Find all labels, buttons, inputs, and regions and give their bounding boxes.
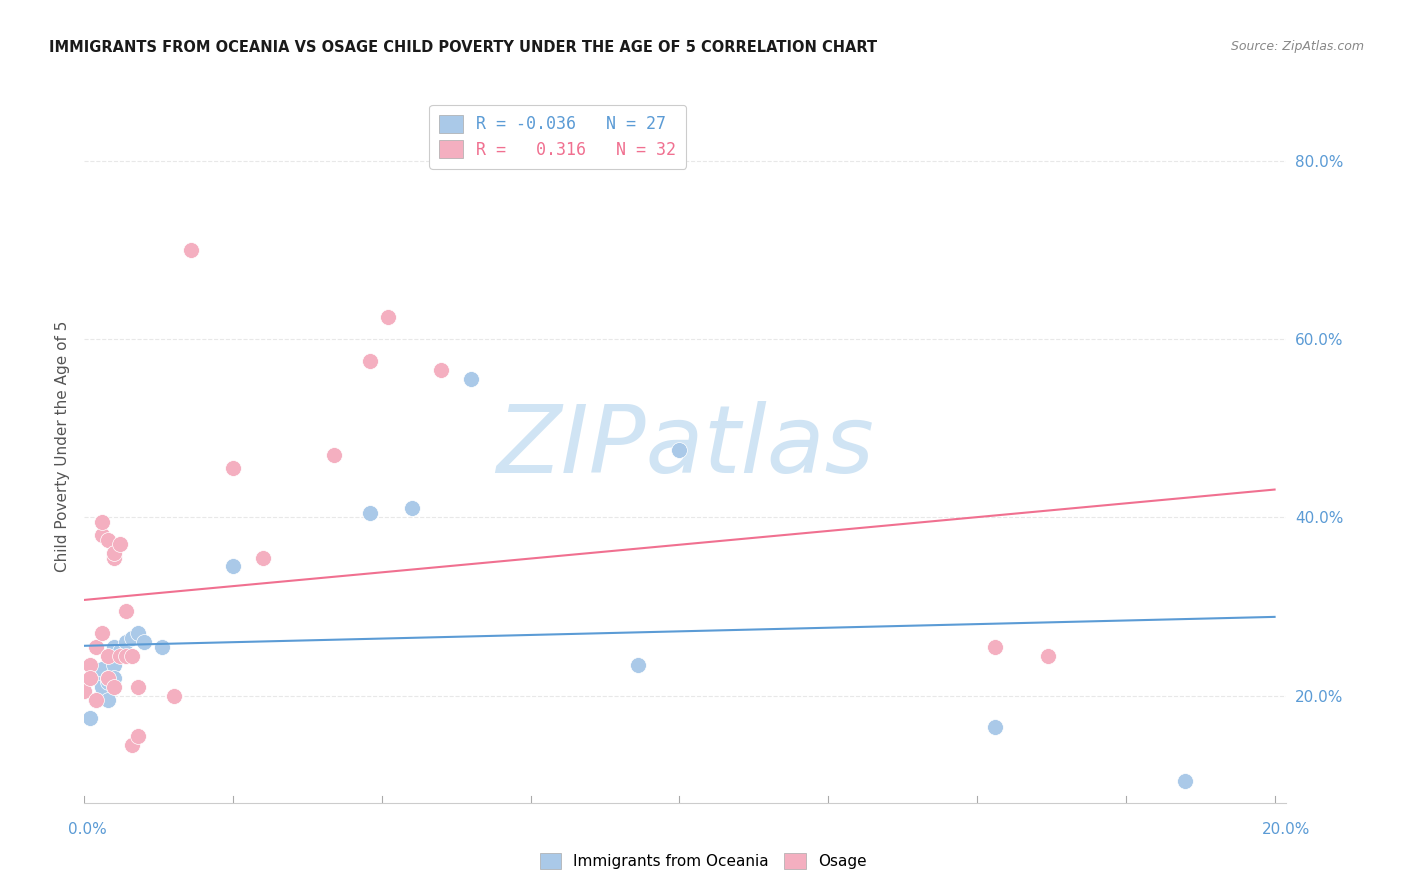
Point: [91, 528, 114, 542]
Point: [377, 310, 399, 324]
Point: [97, 648, 120, 663]
Point: [103, 550, 125, 565]
Point: [97, 533, 120, 547]
Point: [115, 604, 138, 618]
Point: [97, 671, 120, 685]
Point: [180, 243, 202, 257]
Point: [162, 689, 184, 703]
Point: [108, 644, 131, 658]
Point: [84, 671, 107, 685]
Point: [430, 363, 453, 377]
Point: [127, 626, 149, 640]
Point: [91, 680, 114, 694]
Point: [1174, 773, 1197, 788]
Point: [115, 648, 138, 663]
Point: [668, 443, 690, 458]
Point: [103, 657, 125, 672]
Point: [127, 729, 149, 743]
Text: ZIPatlas: ZIPatlas: [496, 401, 875, 491]
Point: [103, 546, 125, 560]
Point: [460, 372, 482, 386]
Point: [97, 675, 120, 690]
Point: [103, 680, 125, 694]
Point: [121, 631, 143, 645]
Point: [103, 671, 125, 685]
Y-axis label: Child Poverty Under the Age of 5: Child Poverty Under the Age of 5: [55, 320, 70, 572]
Point: [132, 635, 155, 649]
Point: [323, 448, 346, 462]
Point: [401, 501, 423, 516]
Point: [91, 675, 114, 690]
Point: [121, 648, 143, 663]
Text: IMMIGRANTS FROM OCEANIA VS OSAGE CHILD POVERTY UNDER THE AGE OF 5 CORRELATION CH: IMMIGRANTS FROM OCEANIA VS OSAGE CHILD P…: [49, 40, 877, 55]
Text: 20.0%: 20.0%: [1263, 822, 1310, 837]
Point: [97, 671, 120, 685]
Point: [252, 550, 274, 565]
Text: 0.0%: 0.0%: [67, 822, 107, 837]
Point: [79, 711, 101, 725]
Point: [115, 635, 138, 649]
Legend: R = -0.036   N = 27, R =   0.316   N = 32: R = -0.036 N = 27, R = 0.316 N = 32: [429, 104, 686, 169]
Point: [73, 684, 96, 698]
Point: [79, 671, 101, 685]
Point: [108, 537, 131, 551]
Point: [97, 693, 120, 707]
Point: [1038, 648, 1060, 663]
Point: [84, 640, 107, 654]
Point: [121, 738, 143, 752]
Point: [73, 684, 96, 698]
Point: [84, 693, 107, 707]
Point: [127, 680, 149, 694]
Point: [359, 354, 381, 368]
Point: [91, 626, 114, 640]
Point: [359, 506, 381, 520]
Point: [627, 657, 650, 672]
Point: [84, 693, 107, 707]
Point: [91, 515, 114, 529]
Legend: Immigrants from Oceania, Osage: Immigrants from Oceania, Osage: [533, 847, 873, 875]
Point: [150, 640, 173, 654]
Point: [222, 461, 245, 475]
Point: [984, 640, 1007, 654]
Point: [108, 648, 131, 663]
Point: [222, 559, 245, 574]
Point: [103, 640, 125, 654]
Point: [79, 657, 101, 672]
Text: Source: ZipAtlas.com: Source: ZipAtlas.com: [1230, 40, 1364, 54]
Point: [91, 662, 114, 676]
Point: [984, 720, 1007, 734]
